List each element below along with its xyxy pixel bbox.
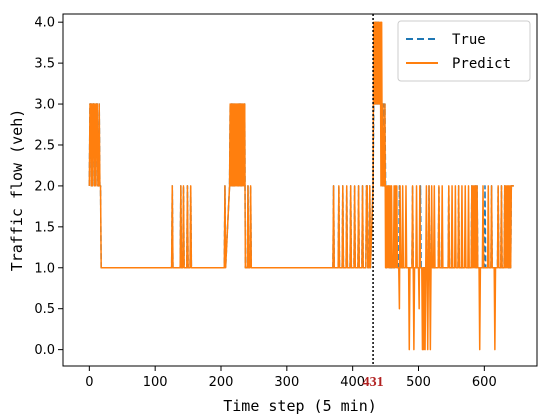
y-tick-label: 0.5 xyxy=(34,302,55,317)
x-tick-label: 500 xyxy=(406,375,431,390)
legend: True Predict xyxy=(397,20,531,82)
x-tick-label: 400 xyxy=(340,375,365,390)
y-tick-label: 1.0 xyxy=(34,261,55,276)
x-axis-label: Time step (5 min) xyxy=(223,397,377,415)
y-tick-label: 2.5 xyxy=(34,138,55,153)
y-axis-label: Traffic flow (veh) xyxy=(8,109,26,272)
legend-label-true: True xyxy=(452,32,486,48)
x-tick-label: 300 xyxy=(274,375,299,390)
series-line-predict xyxy=(88,21,514,351)
split-marker-label: 431 xyxy=(363,375,384,390)
x-tick-label: 100 xyxy=(143,375,168,390)
x-tick-label: 0 xyxy=(85,375,93,390)
y-tick-label: 0.0 xyxy=(34,343,55,358)
axes-frame xyxy=(62,13,538,367)
y-tick-label: 3.5 xyxy=(34,57,55,72)
x-tick-label: 600 xyxy=(472,375,497,390)
axes: 0 100 200 300 400 500 600 0.0 0.5 1.0 1.5 2.0 2.5 3.0… xyxy=(34,13,538,390)
y-tick-label: 3.0 xyxy=(34,98,55,113)
legend-label-predict: Predict xyxy=(452,56,511,72)
y-tick-label: 4.0 xyxy=(34,16,55,31)
plot-area xyxy=(88,21,514,351)
y-tick-label: 1.5 xyxy=(34,220,55,235)
x-tick-label: 200 xyxy=(209,375,234,390)
y-tick-label: 2.0 xyxy=(34,179,55,194)
legend-box xyxy=(397,20,531,82)
